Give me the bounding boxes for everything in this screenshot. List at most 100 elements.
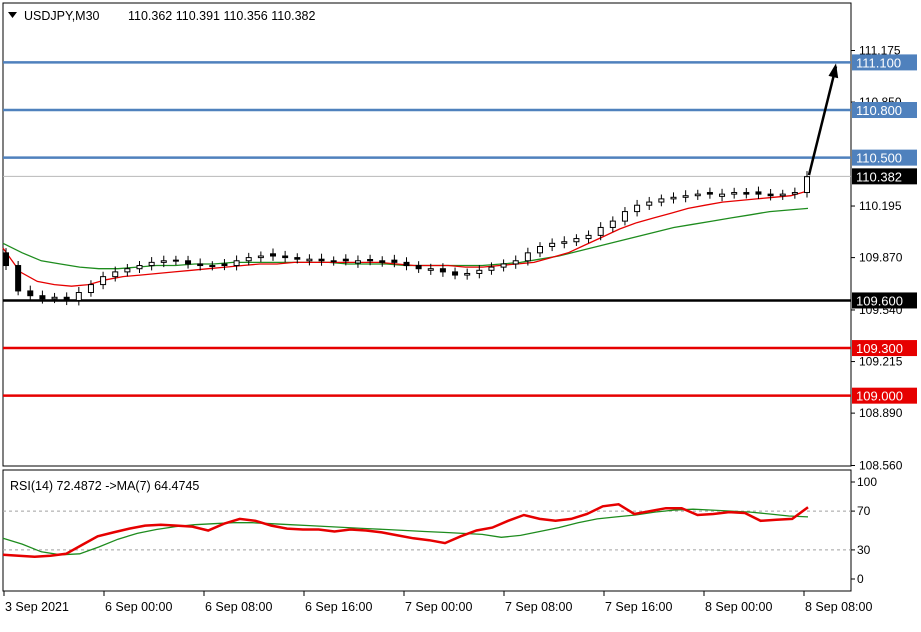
level-tag-110.500 xyxy=(852,149,917,166)
candle-body xyxy=(561,241,568,244)
rsi-ma-line xyxy=(2,508,809,556)
time-tick-label: 8 Sep 00:00 xyxy=(705,600,772,614)
level-tag-109.300 xyxy=(852,340,917,357)
candle-body xyxy=(51,296,58,300)
candle-body xyxy=(755,191,762,195)
candle-body xyxy=(804,176,810,194)
candle-body xyxy=(27,290,34,297)
time-tick-label: 7 Sep 00:00 xyxy=(405,600,472,614)
price-tick-label: 108.890 xyxy=(859,406,903,420)
level-tag-label: 109.300 xyxy=(856,341,903,356)
candle-body xyxy=(185,260,192,265)
candle-body xyxy=(694,193,701,197)
candle-body xyxy=(318,258,325,262)
main-price-pane[interactable] xyxy=(2,2,852,467)
candle-body xyxy=(342,258,349,262)
candle-body xyxy=(621,211,628,222)
time-tick-label: 7 Sep 08:00 xyxy=(505,600,572,614)
candle-body xyxy=(415,265,422,270)
candle-body xyxy=(63,296,70,301)
candle-body xyxy=(646,201,653,206)
candle-body xyxy=(75,292,82,301)
candle-body xyxy=(452,271,459,276)
candle-body xyxy=(15,265,22,292)
candle-body xyxy=(767,193,774,197)
candle-body xyxy=(488,266,495,271)
current-price-tag xyxy=(852,168,917,185)
price-tick-label: 108.560 xyxy=(859,459,903,473)
candle-body xyxy=(476,269,483,274)
candle-body xyxy=(670,196,677,200)
candle-body xyxy=(160,260,167,263)
candle-body xyxy=(585,234,592,240)
candle-body xyxy=(233,260,240,267)
level-tag-label: 111.100 xyxy=(856,55,901,70)
candle-body xyxy=(512,260,519,265)
candle-body xyxy=(706,192,713,195)
candle-body xyxy=(100,276,107,286)
candle-body xyxy=(779,193,786,197)
candle-body xyxy=(39,295,46,300)
candle-body xyxy=(439,268,446,273)
symbol-label: USDJPY,M30 xyxy=(24,9,100,23)
price-tick-label: 109.870 xyxy=(859,251,903,265)
level-tag-109.600 xyxy=(852,292,917,309)
level-tag-label: 110.500 xyxy=(856,151,902,166)
candle-body xyxy=(791,192,798,195)
candle-body xyxy=(549,242,556,247)
candle-body xyxy=(367,259,374,262)
price-tick-label: 110.195 xyxy=(859,199,902,213)
candle-body xyxy=(197,263,204,267)
rsi-tick-label: 0 xyxy=(857,572,864,586)
candle-body xyxy=(609,220,616,228)
price-tick-label: 111.175 xyxy=(859,44,901,58)
rsi-tick-label: 100 xyxy=(857,475,877,489)
rsi-pane[interactable] xyxy=(2,469,852,592)
candle-body xyxy=(658,198,665,203)
projection-arrow-line xyxy=(807,66,838,176)
level-tag-label: 110.800 xyxy=(856,103,902,118)
level-tag-label: 109.000 xyxy=(856,389,903,404)
candle-body xyxy=(391,259,398,263)
candle-body xyxy=(306,258,313,262)
candle-body xyxy=(172,259,179,262)
candle-body xyxy=(427,268,434,271)
candle-body xyxy=(500,263,507,268)
candle-body xyxy=(731,192,738,195)
ohlc-label: 110.362 110.391 110.356 110.382 xyxy=(128,9,315,23)
candle-body xyxy=(682,195,689,198)
candle-body xyxy=(634,204,641,213)
candle-body xyxy=(3,252,9,267)
rsi-header-label: RSI(14) 72.4872 ->MA(7) 64.4745 xyxy=(10,479,199,493)
level-tag-110.800 xyxy=(852,102,917,119)
candle-body xyxy=(112,271,119,278)
rsi-line xyxy=(2,503,809,558)
candle-body xyxy=(597,226,604,236)
candle-body xyxy=(379,260,386,263)
candle-body xyxy=(124,268,131,273)
candle-body xyxy=(524,252,531,262)
candle-body xyxy=(354,260,361,264)
candle-body xyxy=(464,272,471,276)
candle-body xyxy=(743,192,750,195)
candle-body xyxy=(719,193,726,197)
time-tick-label: 6 Sep 00:00 xyxy=(105,600,172,614)
level-tag-label: 109.600 xyxy=(856,293,903,308)
candle-body xyxy=(221,263,228,267)
rsi-tick-label: 70 xyxy=(857,504,871,518)
candle-body xyxy=(330,260,337,263)
current-price-label: 110.382 xyxy=(856,169,902,184)
time-tick-label: 6 Sep 16:00 xyxy=(305,600,372,614)
projection-arrow-head xyxy=(828,63,839,79)
candle-body xyxy=(282,255,289,259)
time-tick-label: 7 Sep 16:00 xyxy=(605,600,672,614)
triangle-down-icon[interactable] xyxy=(8,12,17,18)
candle-body xyxy=(245,257,252,262)
time-tick-label: 3 Sep 2021 xyxy=(5,600,69,614)
candle-body xyxy=(209,265,216,268)
candle-body xyxy=(136,265,143,270)
candle-body xyxy=(294,257,301,260)
candle-body xyxy=(537,245,543,254)
